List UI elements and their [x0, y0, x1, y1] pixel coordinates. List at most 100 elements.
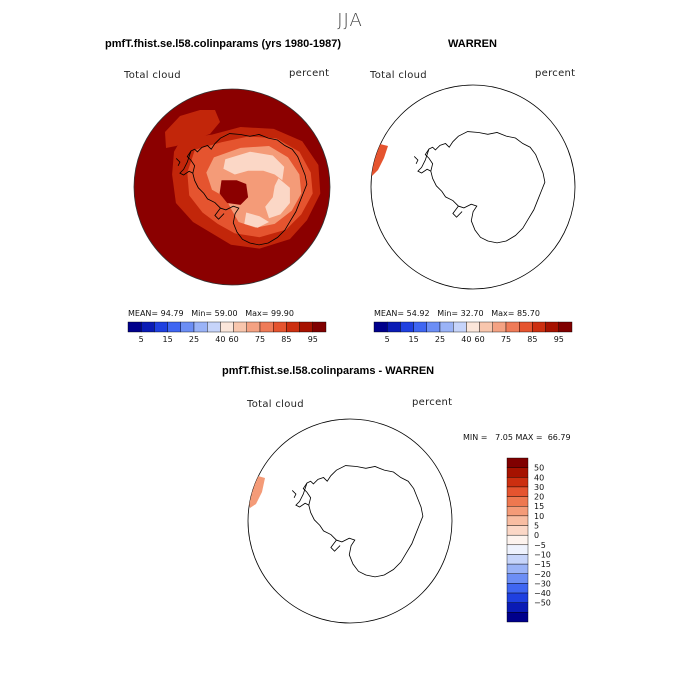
mean-value: 94.79	[160, 309, 184, 318]
colorbar-tick-label: 60	[475, 335, 485, 344]
colorbar-tick-label: 95	[308, 335, 318, 344]
colorbar-swatch	[439, 321, 454, 333]
min-label: MIN =	[463, 433, 488, 442]
panel-1-variable: Total cloud	[124, 70, 181, 81]
map-border	[370, 84, 576, 290]
colorbar-tick-label: 15	[409, 335, 419, 344]
colorbar-swatch	[506, 602, 529, 613]
colorbar-swatch	[506, 506, 529, 517]
colorbar-swatch	[286, 321, 300, 333]
colorbar-swatch	[506, 583, 529, 594]
colorbar-tick-label: 15	[534, 502, 544, 511]
panel-3-variable: Total cloud	[247, 399, 304, 410]
colorbar-swatch	[506, 592, 529, 603]
panel-2-title: WARREN	[448, 38, 497, 50]
cloud-patch	[165, 110, 220, 148]
max-label: MAX =	[515, 433, 543, 442]
colorbar-swatch	[220, 321, 234, 333]
mean-label: MEAN=	[128, 309, 159, 318]
panel-2-variable: Total cloud	[370, 70, 427, 81]
colorbar-swatch	[426, 321, 441, 333]
colorbar-swatch	[233, 321, 248, 333]
colorbar-swatch	[387, 321, 401, 333]
contour-level-4	[265, 178, 290, 219]
min-value: 32.70	[460, 309, 484, 318]
colorbar-swatch	[413, 321, 428, 333]
max-value: 99.90	[271, 309, 294, 318]
panel-3-units: percent	[412, 397, 453, 408]
colorbar-tick-label: −50	[534, 599, 551, 608]
colorbar-swatch	[506, 496, 529, 507]
colorbar-tick-label: −15	[534, 560, 551, 569]
colorbar-panel-1: 5 15 25 40 60 75 85 95	[127, 321, 327, 344]
max-value: 66.79	[547, 433, 571, 442]
colorbar-swatch	[506, 563, 529, 574]
colorbar-swatch	[506, 486, 529, 497]
colorbar-swatch	[206, 321, 221, 333]
max-label: Max=	[491, 309, 515, 318]
panel-1-units: percent	[289, 68, 330, 79]
colorbar-swatch	[466, 321, 480, 333]
colorbar-swatch	[506, 554, 529, 565]
contour-level-4	[223, 151, 285, 181]
panel-3-map	[247, 418, 453, 624]
colorbar-tick-label: 40	[215, 335, 225, 344]
panel-1-map	[133, 88, 331, 286]
mean-value: 54.92	[406, 309, 430, 318]
colorbar-tick-label: 95	[554, 335, 564, 344]
colorbar-swatch	[506, 544, 529, 555]
colorbar-swatch	[453, 321, 467, 333]
colorbar-swatch	[506, 515, 529, 526]
panel-3-title: pmfT.fhist.se.l58.colinparams - WARREN	[222, 365, 435, 377]
colorbar-tick-label: 40	[461, 335, 471, 344]
colorbar-swatch	[259, 321, 274, 333]
colorbar-tick-label: 25	[189, 335, 199, 344]
colorbar-swatch	[273, 321, 287, 333]
colorbar-tick-label: 10	[534, 512, 544, 521]
colorbar-swatch	[479, 321, 494, 333]
colorbar-tick-label: 85	[281, 335, 291, 344]
colorbar-panel-2: 5 15 25 40 60 75 85 95	[373, 321, 573, 344]
colorbar-swatch	[505, 321, 520, 333]
colorbar-swatch	[180, 321, 195, 333]
colorbar-tick-label: 85	[527, 335, 537, 344]
colorbar-tick-label: 20	[534, 493, 544, 502]
min-value: 59.00	[214, 309, 238, 318]
colorbar-swatch	[299, 321, 314, 333]
colorbar-swatch	[506, 534, 529, 546]
colorbar-swatch	[373, 321, 388, 333]
colorbar-tick-label: 0	[534, 531, 539, 540]
mean-label: MEAN=	[374, 309, 405, 318]
colorbar-tick-label: 5	[534, 522, 539, 531]
colorbar-tick-label: 25	[435, 335, 445, 344]
colorbar-swatch	[492, 321, 507, 333]
colorbar-tick-label: −5	[534, 541, 546, 550]
panel-1-stats: MEAN= 94.79 Min= 59.00 Max= 99.90	[128, 309, 294, 318]
panel-2-map	[370, 84, 576, 290]
colorbar-tick-label: 75	[501, 335, 511, 344]
colorbar-tick-label: 30	[534, 483, 544, 492]
colorbar-swatch	[506, 467, 529, 478]
colorbar-tick-label: 40	[534, 473, 544, 482]
colorbar-tick-label: −40	[534, 589, 551, 598]
min-value: 7.05	[495, 433, 513, 442]
colorbar-swatch	[532, 321, 546, 333]
colorbar-tick-label: 75	[255, 335, 265, 344]
colorbar-swatch	[558, 321, 573, 333]
colorbar-tick-label: 15	[163, 335, 173, 344]
colorbar-tick-label: 5	[385, 335, 390, 344]
colorbar-swatch	[193, 321, 208, 333]
colorbar-swatch	[506, 457, 529, 468]
colorbar-swatch	[140, 321, 155, 333]
colorbar-swatch	[519, 321, 533, 333]
colorbar-tick-label: 60	[229, 335, 239, 344]
contour-level-4	[244, 212, 269, 228]
max-label: Max=	[245, 309, 269, 318]
max-value: 85.70	[517, 309, 540, 318]
panel-1-title: pmfT.fhist.se.l58.colinparams (yrs 1980-…	[105, 38, 341, 50]
colorbar-tick-label: −20	[534, 570, 551, 579]
colorbar-swatch	[506, 612, 529, 623]
colorbar-swatch	[127, 321, 142, 333]
